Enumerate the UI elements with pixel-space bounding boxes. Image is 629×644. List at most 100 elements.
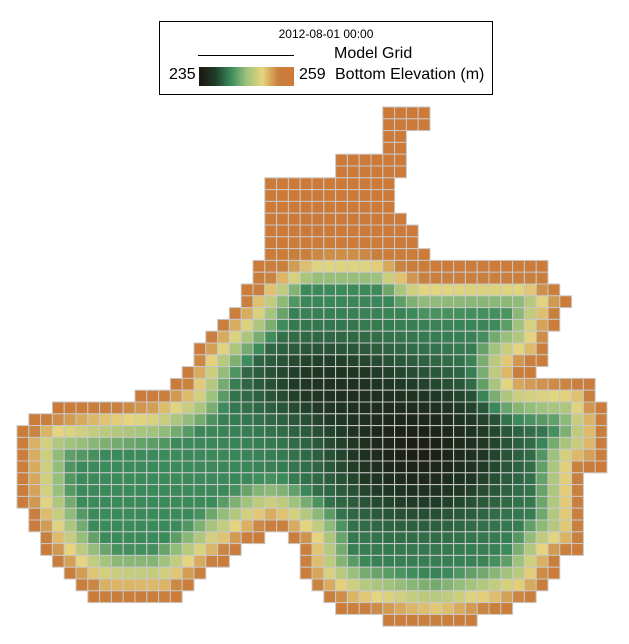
grid-cell bbox=[523, 484, 537, 497]
grid-cell bbox=[299, 189, 313, 202]
grid-cell bbox=[276, 425, 289, 438]
grid-cell bbox=[382, 236, 396, 250]
grid-cell bbox=[547, 554, 561, 568]
grid-cell bbox=[394, 153, 407, 167]
grid-cell bbox=[346, 189, 360, 202]
grid-cell bbox=[252, 472, 266, 486]
grid-cell bbox=[87, 425, 101, 438]
grid-cell bbox=[547, 389, 561, 403]
grid-cell bbox=[335, 602, 348, 615]
grid-cell bbox=[240, 330, 254, 344]
grid-cell bbox=[205, 413, 219, 427]
grid-cell bbox=[146, 460, 160, 474]
grid-cell bbox=[335, 590, 348, 604]
grid-cell bbox=[346, 295, 360, 309]
grid-cell bbox=[158, 436, 171, 450]
grid-cell bbox=[264, 389, 278, 403]
grid-cell bbox=[87, 566, 101, 580]
grid-cell bbox=[158, 389, 171, 403]
grid-cell bbox=[99, 554, 112, 568]
grid-cell bbox=[311, 484, 325, 497]
grid-cell bbox=[346, 330, 360, 344]
grid-cell bbox=[370, 342, 384, 356]
grid-cell bbox=[358, 236, 372, 250]
grid-cell bbox=[464, 283, 478, 297]
grid-cell bbox=[217, 330, 230, 344]
grid-cell bbox=[228, 448, 242, 462]
grid-cell bbox=[276, 460, 289, 474]
grid-cell bbox=[464, 436, 478, 450]
grid-cell bbox=[158, 543, 171, 556]
grid-cell bbox=[358, 377, 372, 391]
grid-cell bbox=[228, 401, 242, 415]
grid-cell bbox=[523, 354, 537, 368]
grid-cell bbox=[228, 531, 242, 545]
grid-cell bbox=[512, 425, 525, 438]
grid-cell bbox=[394, 141, 407, 155]
grid-cell bbox=[547, 295, 561, 309]
grid-cell bbox=[441, 271, 455, 285]
grid-cell bbox=[535, 307, 549, 320]
timestamp: 2012-08-01 00:00 bbox=[278, 27, 374, 41]
grid-cell bbox=[453, 448, 466, 462]
grid-cell bbox=[358, 602, 372, 615]
grid-cell bbox=[169, 389, 183, 403]
grid-cell bbox=[346, 566, 360, 580]
grid-cell bbox=[110, 460, 124, 474]
grid-cell bbox=[417, 307, 431, 320]
grid-cell bbox=[394, 106, 407, 120]
grid-cell bbox=[405, 531, 419, 545]
grid-cell bbox=[464, 484, 478, 497]
grid-cell bbox=[181, 460, 195, 474]
grid-cell bbox=[512, 307, 525, 320]
grid-cell bbox=[169, 519, 183, 533]
grid-cell bbox=[335, 236, 348, 250]
grid-cell bbox=[370, 448, 384, 462]
grid-cell bbox=[394, 566, 407, 580]
grid-cell bbox=[228, 307, 242, 320]
grid-cell bbox=[217, 448, 230, 462]
grid-cell bbox=[99, 578, 112, 592]
grid-cell bbox=[512, 259, 525, 273]
grid-cell bbox=[252, 413, 266, 427]
grid-cell bbox=[264, 507, 278, 521]
grid-cell bbox=[358, 318, 372, 332]
grid-cell bbox=[405, 283, 419, 297]
grid-cell bbox=[311, 366, 325, 379]
grid-cell bbox=[40, 519, 53, 533]
grid-cell bbox=[512, 472, 525, 486]
grid-cell bbox=[264, 519, 278, 533]
grid-cell bbox=[99, 590, 112, 604]
grid-cell bbox=[134, 460, 148, 474]
grid-cell bbox=[488, 354, 502, 368]
grid-cell bbox=[441, 377, 455, 391]
grid-cell bbox=[500, 507, 514, 521]
grid-cell bbox=[346, 165, 360, 179]
grid-cell bbox=[394, 212, 407, 226]
grid-cell bbox=[158, 554, 171, 568]
grid-cell bbox=[382, 271, 396, 285]
grid-cell bbox=[429, 554, 443, 568]
grid-cell bbox=[276, 484, 289, 497]
grid-cell bbox=[370, 566, 384, 580]
grid-cell bbox=[335, 401, 348, 415]
grid-cell bbox=[394, 484, 407, 497]
grid-cell bbox=[181, 436, 195, 450]
grid-cell bbox=[429, 283, 443, 297]
grid-cell bbox=[287, 200, 301, 214]
grid-cell bbox=[417, 436, 431, 450]
grid-cell bbox=[335, 543, 348, 556]
grid-cell bbox=[523, 531, 537, 545]
grid-cell bbox=[264, 224, 278, 238]
grid-cell bbox=[476, 354, 490, 368]
grid-cell bbox=[441, 401, 455, 415]
grid-cell bbox=[75, 401, 89, 415]
grid-cell bbox=[488, 436, 502, 450]
grid-cell bbox=[311, 212, 325, 226]
grid-cell bbox=[299, 259, 313, 273]
grid-cell bbox=[99, 425, 112, 438]
grid-cell bbox=[287, 189, 301, 202]
grid-cell bbox=[193, 436, 207, 450]
grid-cell bbox=[311, 519, 325, 533]
grid-cell bbox=[417, 330, 431, 344]
